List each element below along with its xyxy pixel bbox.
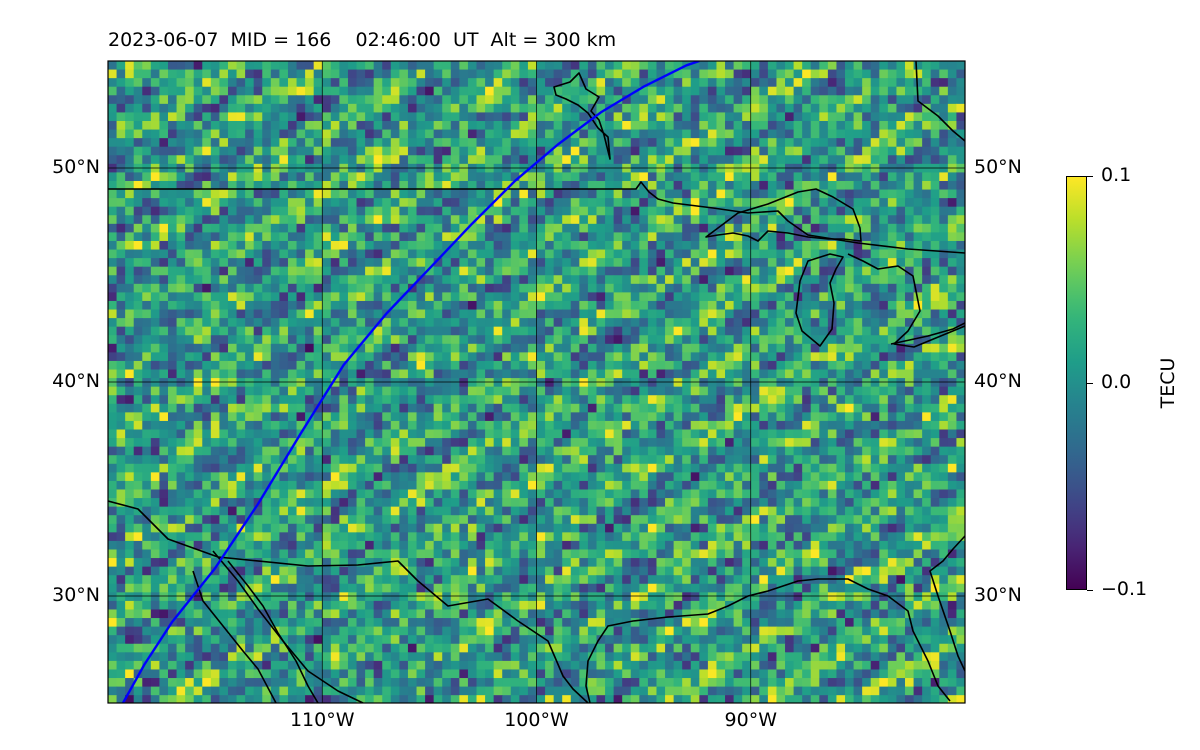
mexico-pacific-coast: [212, 550, 364, 703]
us-canada-border: [108, 181, 965, 254]
lake-superior-shore: [705, 188, 862, 242]
map-frame-border: [107, 60, 966, 704]
colorbar-tick: [1087, 590, 1093, 591]
latitude-label: 50°N: [974, 156, 1022, 178]
longitude-label: 100°W: [504, 709, 569, 731]
colorbar-tick-label: −0.1: [1101, 578, 1148, 600]
latitude-label: 30°N: [52, 584, 100, 606]
map-title: 2023-06-07 MID = 166 02:46:00 UT Alt = 3…: [108, 29, 617, 51]
florida-gulf-coast: [747, 578, 951, 702]
colorbar-tick: [1087, 383, 1093, 384]
florida-atlantic-coast: [929, 535, 965, 672]
tec-map: [107, 60, 966, 704]
gridlines: [108, 61, 965, 703]
lake-erie-shore: [890, 322, 965, 345]
longitude-label: 110°W: [289, 709, 355, 731]
colorbar-label: TECU: [1157, 357, 1179, 409]
hudson-bay-coast: [915, 61, 965, 142]
satellite-track: [121, 61, 700, 703]
gulf-coast-west: [585, 595, 749, 703]
us-mexico-border: [108, 500, 589, 703]
coastlines: [108, 61, 965, 703]
tec-map-plot: [107, 60, 966, 704]
lake-winnipeg-shore: [553, 72, 611, 160]
latitude-label: 40°N: [52, 370, 100, 392]
gulf-of-california-coast: [227, 560, 319, 703]
lake-huron-shore: [847, 253, 965, 348]
latitude-label: 50°N: [52, 156, 100, 178]
lake-michigan-shore: [795, 253, 844, 347]
latitude-label: 30°N: [974, 584, 1022, 606]
tec-perturbation-field: [108, 61, 965, 703]
longitude-label: 90°W: [724, 709, 777, 731]
colorbar-tick-label: 0.0: [1101, 371, 1132, 393]
colorbar-tick: [1087, 176, 1093, 177]
colorbar: [1066, 176, 1087, 590]
latitude-label: 40°N: [974, 370, 1022, 392]
colorbar-tick-label: 0.1: [1101, 164, 1132, 186]
